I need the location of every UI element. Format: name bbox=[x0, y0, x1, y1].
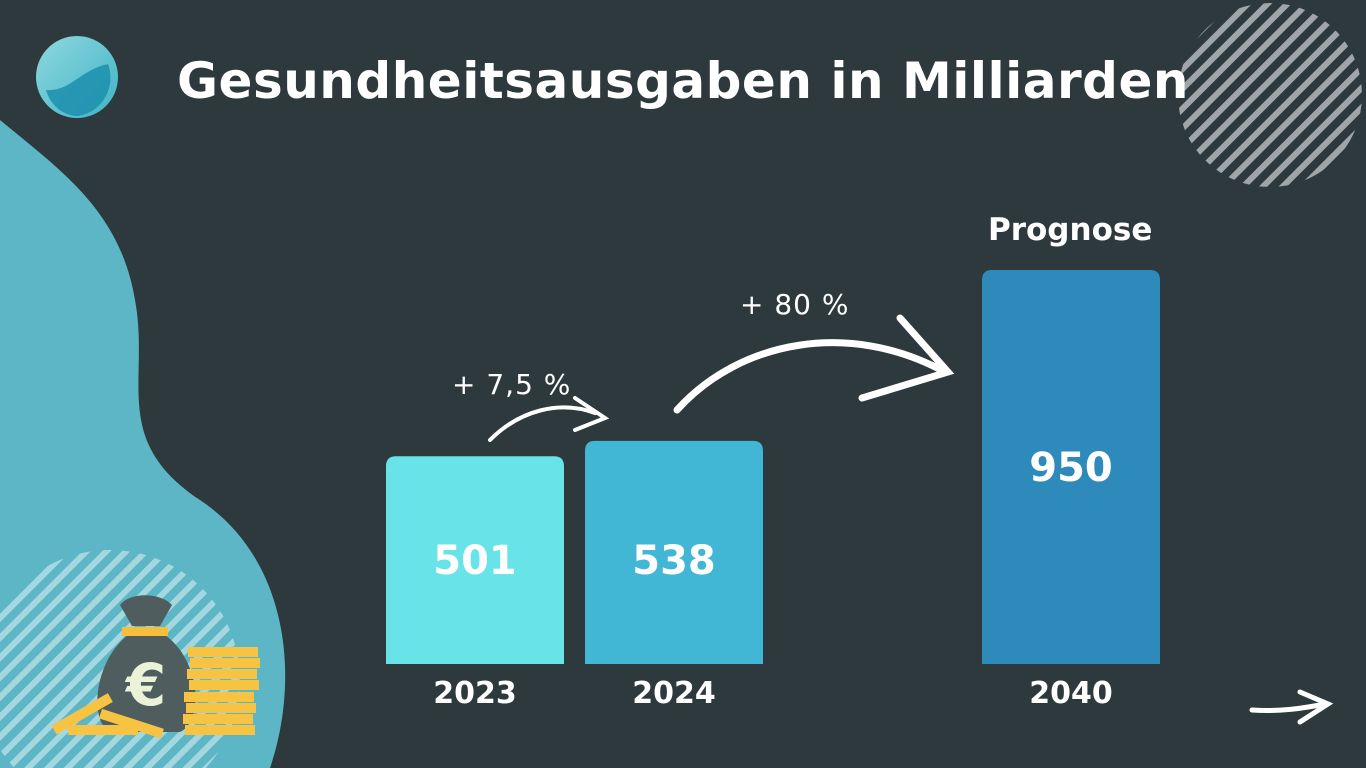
value-label-2040: 950 bbox=[1029, 445, 1113, 491]
growth-arrow-small bbox=[488, 396, 610, 442]
bar-2023 bbox=[386, 456, 564, 664]
growth-arrow-large bbox=[673, 314, 955, 414]
money-bag-euro-icon: € bbox=[97, 595, 196, 732]
category-label-2024: 2024 bbox=[632, 676, 716, 711]
coin-stack-icon bbox=[51, 647, 260, 739]
stripe-circle-top-right bbox=[1178, 3, 1362, 187]
growth-label-2024: + 7,5 % bbox=[452, 368, 572, 401]
prognose-label: Prognose bbox=[988, 212, 1153, 248]
chart-title: Gesundheitsausgaben in Milliarden bbox=[177, 52, 1189, 110]
svg-text:€: € bbox=[124, 651, 166, 719]
value-label-2024: 538 bbox=[632, 538, 716, 584]
logo-sphere-icon bbox=[36, 36, 118, 118]
value-label-2023: 501 bbox=[433, 538, 517, 584]
bar-2024 bbox=[585, 440, 763, 664]
bar-2040 bbox=[982, 270, 1160, 664]
category-label-2023: 2023 bbox=[433, 676, 517, 711]
next-arrow-icon bbox=[1249, 689, 1334, 725]
growth-label-2040: + 80 % bbox=[740, 288, 850, 321]
category-label-2040: 2040 bbox=[1029, 676, 1113, 711]
